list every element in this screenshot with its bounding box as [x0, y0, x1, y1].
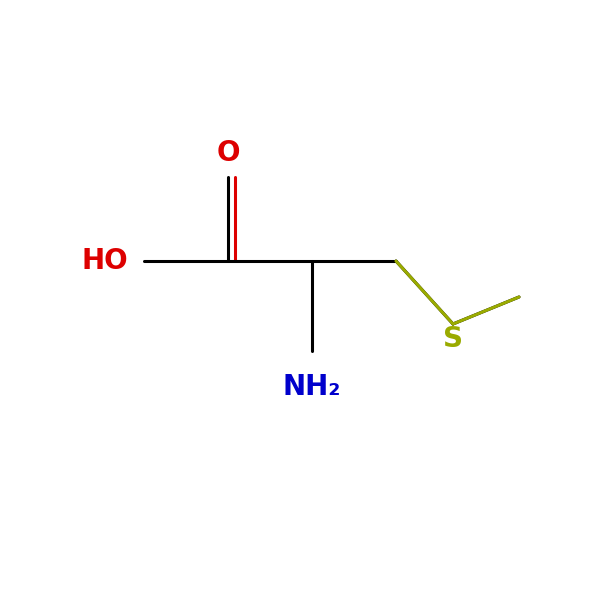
Text: O: O	[216, 139, 240, 167]
Text: NH₂: NH₂	[283, 373, 341, 401]
Text: HO: HO	[82, 247, 128, 275]
Text: S: S	[443, 325, 463, 353]
